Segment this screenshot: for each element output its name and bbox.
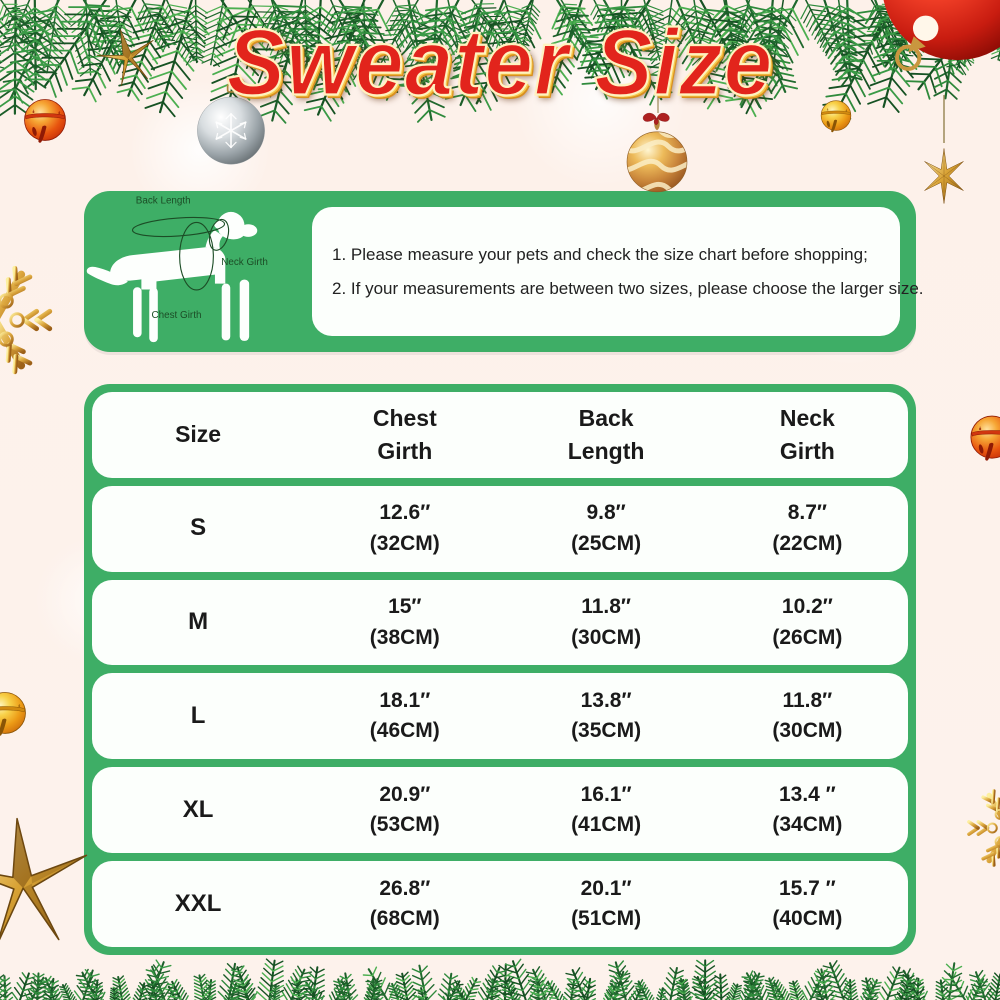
svg-text:Back Length: Back Length bbox=[136, 195, 191, 206]
svg-text:Chest Girth: Chest Girth bbox=[152, 310, 202, 321]
svg-text:Neck Girth: Neck Girth bbox=[221, 257, 268, 268]
